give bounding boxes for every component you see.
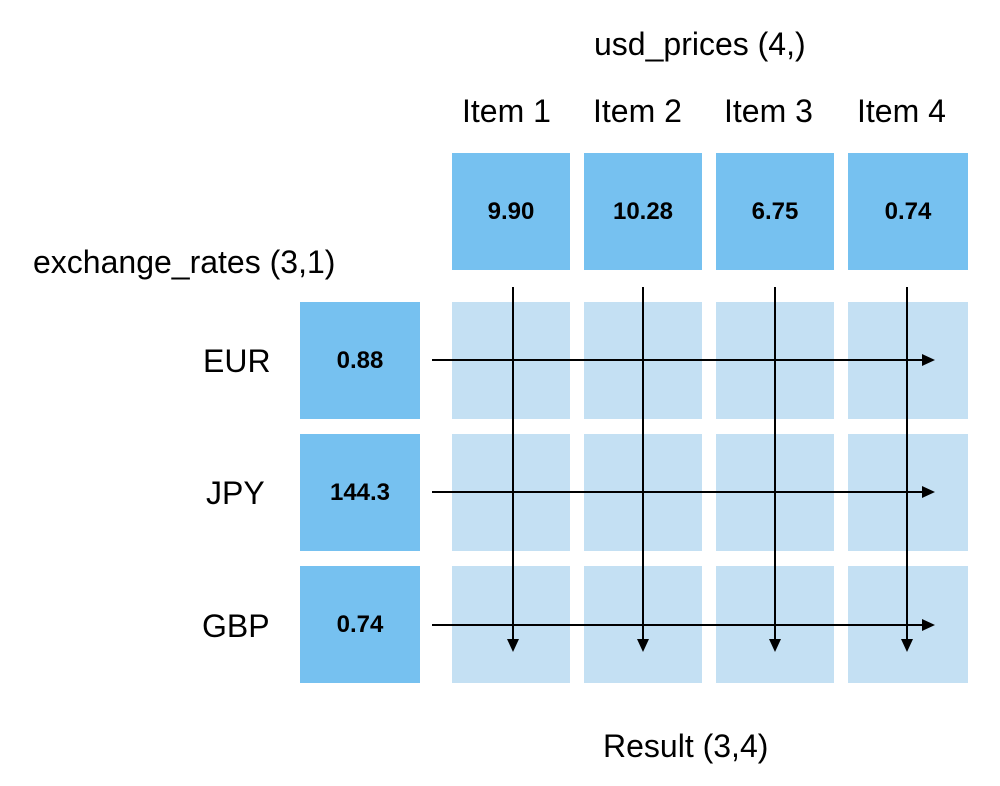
column-arrow-head [507,639,519,652]
row-arrow-head [922,619,935,631]
usd-price-cell: 9.90 [452,153,570,270]
usd-prices-title: usd_prices (4,) [594,26,806,62]
exchange-rates-title: exchange_rates (3,1) [33,244,336,280]
row-arrow-head [922,486,935,498]
item-header: Item 2 [593,93,682,129]
currency-label: GBP [202,608,270,644]
item-header: Item 1 [462,93,551,129]
usd-price-cell: 6.75 [716,153,834,270]
exchange-rate-cell: 0.88 [300,302,420,419]
currency-label: EUR [203,343,271,379]
usd-price-cell: 0.74 [848,153,968,270]
column-arrow-head [769,639,781,652]
row-arrow-head [922,354,935,366]
result-title: Result (3,4) [603,728,769,764]
exchange-rate-cell: 0.74 [300,566,420,683]
exchange-rate-cell: 144.3 [300,434,420,551]
usd-price-cell: 10.28 [584,153,702,270]
column-arrow-head [637,639,649,652]
item-header: Item 3 [724,93,813,129]
item-header: Item 4 [857,93,946,129]
column-arrow-head [901,639,913,652]
currency-label: JPY [206,475,265,511]
